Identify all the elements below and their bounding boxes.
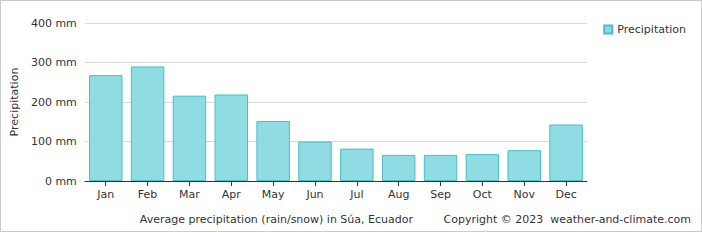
- svg-text:Sep: Sep: [430, 188, 451, 201]
- svg-text:300 mm: 300 mm: [31, 56, 77, 69]
- svg-text:Apr: Apr: [222, 188, 242, 201]
- svg-text:Average precipitation (rain/sn: Average precipitation (rain/snow) in Súa…: [140, 213, 414, 226]
- svg-text:Jul: Jul: [349, 188, 363, 201]
- svg-text:Precipitation: Precipitation: [8, 68, 21, 137]
- svg-text:400 mm: 400 mm: [31, 17, 77, 30]
- svg-text:Aug: Aug: [388, 188, 409, 201]
- svg-text:May: May: [262, 188, 285, 201]
- svg-text:200 mm: 200 mm: [31, 96, 77, 109]
- svg-text:0 mm: 0 mm: [45, 175, 77, 188]
- svg-text:Precipitation: Precipitation: [617, 23, 686, 36]
- svg-text:Jun: Jun: [305, 188, 323, 201]
- svg-text:Dec: Dec: [555, 188, 576, 201]
- svg-text:100 mm: 100 mm: [31, 135, 77, 148]
- svg-text:Nov: Nov: [513, 188, 535, 201]
- svg-text:Copyright © 2023 weather-and-: Copyright © 2023 weather-and-climate.com: [444, 213, 691, 226]
- svg-text:Jan: Jan: [96, 188, 114, 201]
- svg-text:Feb: Feb: [138, 188, 157, 201]
- svg-text:Mar: Mar: [179, 188, 200, 201]
- svg-text:Oct: Oct: [473, 188, 493, 201]
